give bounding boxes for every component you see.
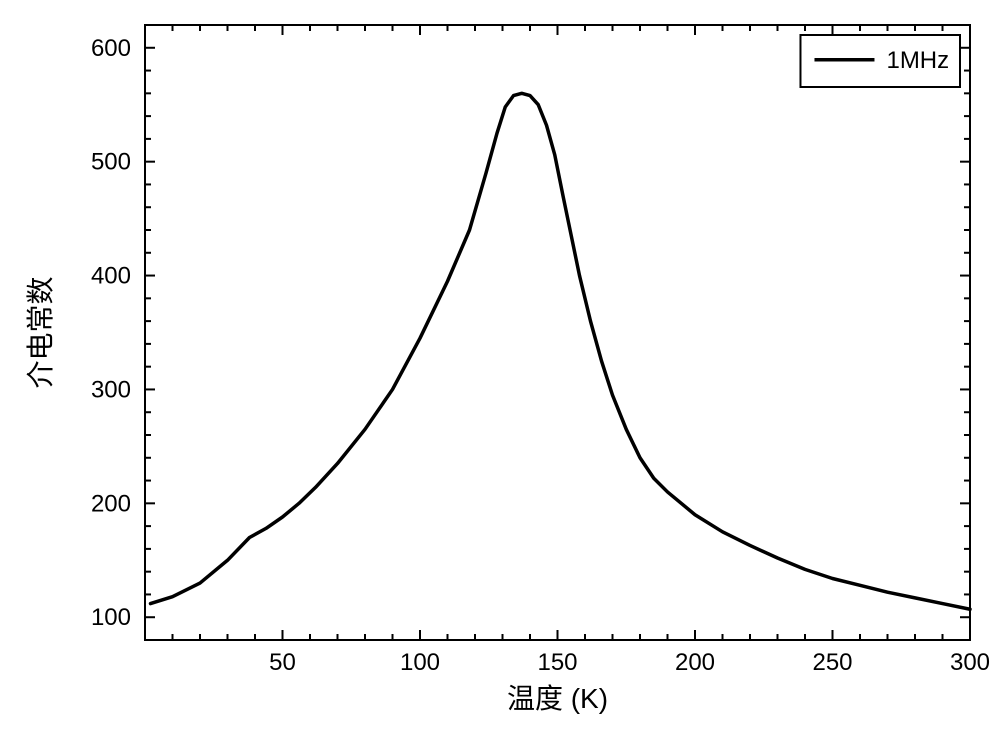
x-tick-label: 150 — [537, 649, 577, 676]
line-chart: 50 100 150 200 250 300 100 200 300 400 500 600 温度 (K… — [0, 0, 1000, 733]
y-tick-label: 100 — [91, 604, 131, 631]
y-tick-label: 200 — [91, 490, 131, 517]
x-tick-label: 100 — [400, 649, 440, 676]
y-axis-label: 介电常数 — [25, 276, 56, 388]
x-tick-label: 200 — [675, 649, 715, 676]
x-tick-label: 50 — [269, 649, 296, 676]
chart-container: 50 100 150 200 250 300 100 200 300 400 500 600 温度 (K… — [0, 0, 1000, 733]
y-tick-label: 300 — [91, 376, 131, 403]
y-tick-label: 400 — [91, 263, 131, 290]
y-tick-label: 500 — [91, 149, 131, 176]
x-axis-label: 温度 (K) — [507, 683, 608, 714]
legend-item-label: 1MHz — [886, 47, 949, 74]
y-tick-label: 600 — [91, 35, 131, 62]
x-tick-label: 300 — [950, 649, 990, 676]
x-tick-label: 250 — [812, 649, 852, 676]
